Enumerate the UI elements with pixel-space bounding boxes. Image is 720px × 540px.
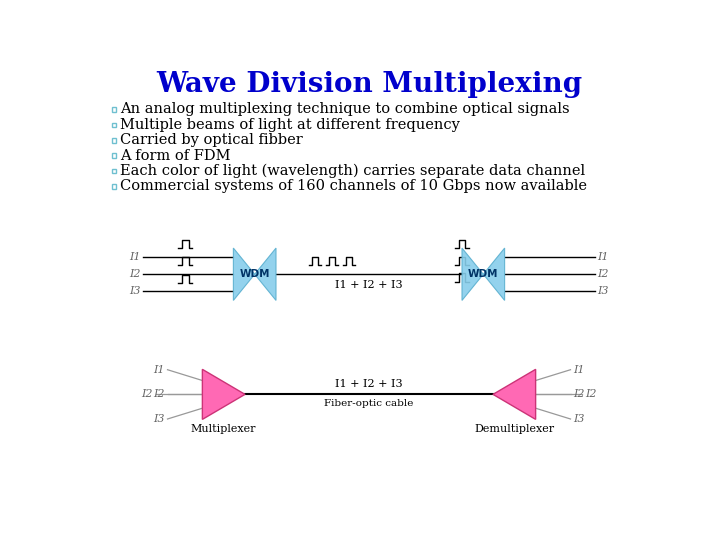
Text: I1: I1 bbox=[598, 252, 609, 262]
Text: I3: I3 bbox=[153, 414, 164, 424]
Text: Carried by optical fibber: Carried by optical fibber bbox=[120, 133, 303, 147]
FancyBboxPatch shape bbox=[112, 123, 117, 127]
Text: I1: I1 bbox=[574, 364, 585, 375]
Text: An analog multiplexing technique to combine optical signals: An analog multiplexing technique to comb… bbox=[120, 103, 570, 117]
Text: Fiber-optic cable: Fiber-optic cable bbox=[324, 399, 414, 408]
Text: I2: I2 bbox=[141, 389, 153, 400]
Text: I1 + I2 + I3: I1 + I2 + I3 bbox=[336, 280, 402, 289]
Polygon shape bbox=[493, 369, 536, 420]
Text: I2: I2 bbox=[153, 389, 164, 400]
Text: I3: I3 bbox=[598, 286, 609, 296]
FancyBboxPatch shape bbox=[112, 184, 117, 189]
Text: Demultiplexer: Demultiplexer bbox=[474, 424, 554, 434]
Polygon shape bbox=[255, 248, 276, 300]
Text: Wave Division Multiplexing: Wave Division Multiplexing bbox=[156, 71, 582, 98]
Text: Multiplexer: Multiplexer bbox=[191, 424, 256, 434]
Text: I3: I3 bbox=[129, 286, 140, 296]
FancyBboxPatch shape bbox=[112, 107, 117, 112]
Text: I1 + I2 + I3: I1 + I2 + I3 bbox=[336, 379, 402, 389]
Text: Each color of light (wavelength) carries separate data channel: Each color of light (wavelength) carries… bbox=[120, 164, 585, 178]
Polygon shape bbox=[233, 248, 255, 300]
Polygon shape bbox=[483, 248, 505, 300]
Text: Multiple beams of light at different frequency: Multiple beams of light at different fre… bbox=[120, 118, 460, 132]
FancyBboxPatch shape bbox=[112, 168, 117, 173]
Text: Commercial systems of 160 channels of 10 Gbps now available: Commercial systems of 160 channels of 10… bbox=[120, 179, 588, 193]
FancyBboxPatch shape bbox=[112, 153, 117, 158]
Text: I2: I2 bbox=[129, 269, 140, 279]
Text: I2: I2 bbox=[598, 269, 609, 279]
Text: I2: I2 bbox=[574, 389, 585, 400]
Polygon shape bbox=[202, 369, 245, 420]
Text: I1: I1 bbox=[153, 364, 164, 375]
Polygon shape bbox=[462, 248, 483, 300]
Text: I3: I3 bbox=[574, 414, 585, 424]
Text: I2: I2 bbox=[585, 389, 597, 400]
Text: I1: I1 bbox=[129, 252, 140, 262]
Text: WDM: WDM bbox=[468, 269, 498, 279]
FancyBboxPatch shape bbox=[112, 138, 117, 143]
Text: A form of FDM: A form of FDM bbox=[120, 148, 230, 163]
Text: WDM: WDM bbox=[240, 269, 270, 279]
